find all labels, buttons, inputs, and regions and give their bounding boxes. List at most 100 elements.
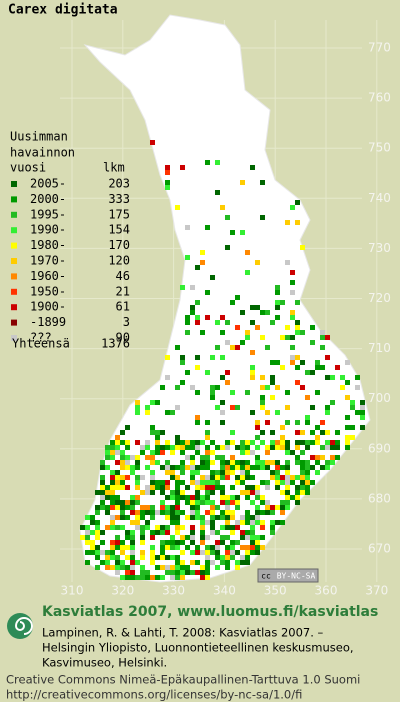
license-badge: cc BY-NC-SA: [257, 568, 319, 583]
cell: [180, 360, 185, 365]
cell: [165, 545, 170, 550]
cell: [180, 165, 185, 170]
legend-count: 154: [108, 223, 130, 237]
cell: [205, 430, 210, 435]
cell: [295, 320, 300, 325]
cell: [290, 310, 295, 315]
legend-count: 175: [108, 207, 130, 221]
cell: [150, 560, 155, 565]
cell: [195, 315, 200, 320]
cell: [325, 375, 330, 380]
cell: [105, 560, 110, 565]
cell: [270, 475, 275, 480]
cell: [200, 480, 205, 485]
cell: [130, 505, 135, 510]
cell: [205, 570, 210, 575]
cell: [190, 385, 195, 390]
cell: [340, 375, 345, 380]
cell: [220, 535, 225, 540]
cell: [160, 490, 165, 495]
cell: [110, 485, 115, 490]
cell: [305, 395, 310, 400]
cell: [210, 480, 215, 485]
cell: [90, 540, 95, 545]
cell: [205, 560, 210, 565]
cell: [300, 450, 305, 455]
cell: [220, 470, 225, 475]
cell: [235, 560, 240, 565]
cell: [225, 460, 230, 465]
cell: [205, 460, 210, 465]
cell: [170, 505, 175, 510]
legend-count: 170: [108, 238, 130, 252]
cell: [185, 565, 190, 570]
cell: [110, 455, 115, 460]
cell: [205, 455, 210, 460]
cell: [110, 490, 115, 495]
cell: [190, 560, 195, 565]
cell: [225, 320, 230, 325]
cell: [235, 525, 240, 530]
cell: [165, 485, 170, 490]
cell: [240, 340, 245, 345]
cell: [170, 515, 175, 520]
cell: [215, 470, 220, 475]
cell: [180, 450, 185, 455]
cell: [100, 560, 105, 565]
cell: [290, 495, 295, 500]
cell: [240, 530, 245, 535]
cell: [285, 470, 290, 475]
cell: [120, 545, 125, 550]
cell: [165, 465, 170, 470]
cell: [300, 430, 305, 435]
cell: [265, 505, 270, 510]
cell: [325, 355, 330, 360]
cell: [190, 480, 195, 485]
cell: [150, 140, 155, 145]
cell: [110, 550, 115, 555]
cell: [195, 560, 200, 565]
cell: [295, 365, 300, 370]
cell: [195, 545, 200, 550]
cell: [270, 510, 275, 515]
cell: [315, 435, 320, 440]
cell: [150, 515, 155, 520]
cell: [150, 575, 155, 580]
cell: [150, 510, 155, 515]
cell: [190, 510, 195, 515]
cell: [145, 525, 150, 530]
cell: [255, 465, 260, 470]
cell: [235, 480, 240, 485]
cell: [275, 460, 280, 465]
cell: [350, 400, 355, 405]
cell: [170, 570, 175, 575]
cell: [125, 465, 130, 470]
cell: [190, 500, 195, 505]
cell: [245, 520, 250, 525]
cell: [245, 450, 250, 455]
cell: [130, 510, 135, 515]
cell: [325, 430, 330, 435]
cell: [165, 470, 170, 475]
cell: [100, 475, 105, 480]
cell: [240, 515, 245, 520]
cell: [125, 570, 130, 575]
cell: [220, 500, 225, 505]
cell: [290, 345, 295, 350]
cell: [120, 450, 125, 455]
cell: [155, 575, 160, 580]
cell: [160, 445, 165, 450]
cell: [270, 360, 275, 365]
cell: [255, 420, 260, 425]
cell: [265, 480, 270, 485]
cell: [105, 495, 110, 500]
cell: [205, 435, 210, 440]
cell: [165, 445, 170, 450]
cell: [180, 490, 185, 495]
cell: [110, 545, 115, 550]
cell: [260, 215, 265, 220]
cell: [175, 510, 180, 515]
cell: [160, 385, 165, 390]
cell: [190, 505, 195, 510]
cell: [235, 565, 240, 570]
